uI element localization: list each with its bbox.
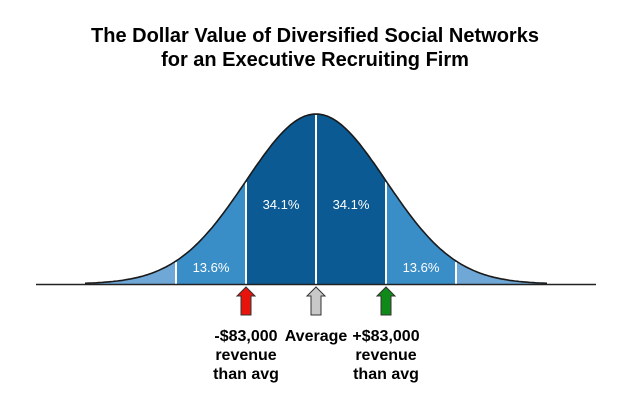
band-label-3: 13.6% [403, 260, 440, 275]
chart-title: The Dollar Value of Diversified Social N… [0, 24, 630, 72]
marker-label-2: +$83,000 revenue than avg [352, 328, 420, 383]
chart-title-line-2: for an Executive Recruiting Firm [161, 49, 469, 71]
marker-arrow-2 [375, 286, 397, 316]
tail-area-1 [456, 261, 547, 284]
marker-arrow-1 [305, 286, 327, 316]
marker-label-1: Average [284, 328, 348, 345]
marker-arrow-0 [235, 286, 257, 316]
marker-label-0: -$83,000 revenue than avg [213, 328, 279, 383]
band-label-2: 34.1% [333, 197, 370, 212]
band-label-0: 13.6% [193, 260, 230, 275]
band-label-1: 34.1% [263, 197, 300, 212]
curve-outline [84, 113, 548, 285]
tail-area-0 [85, 261, 176, 284]
chart-title-line-1: The Dollar Value of Diversified Social N… [91, 25, 539, 47]
